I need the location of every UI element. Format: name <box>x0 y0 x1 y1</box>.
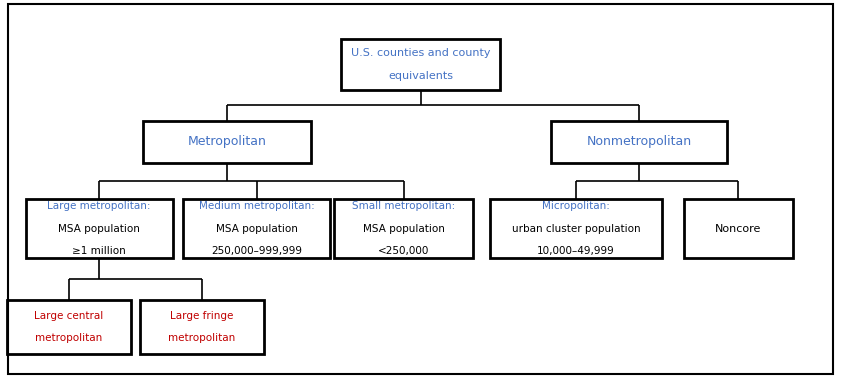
FancyBboxPatch shape <box>7 299 131 355</box>
FancyBboxPatch shape <box>551 121 727 163</box>
Text: 10,000–49,999: 10,000–49,999 <box>537 246 615 256</box>
Text: Micropolitan:: Micropolitan: <box>542 201 610 211</box>
FancyBboxPatch shape <box>684 200 793 258</box>
Text: Small metropolitan:: Small metropolitan: <box>352 201 455 211</box>
Text: Large fringe: Large fringe <box>170 311 234 321</box>
Text: Large metropolitan:: Large metropolitan: <box>47 201 151 211</box>
FancyBboxPatch shape <box>334 200 473 258</box>
FancyBboxPatch shape <box>341 39 500 90</box>
FancyBboxPatch shape <box>140 299 264 355</box>
Text: Large central: Large central <box>34 311 103 321</box>
Text: metropolitan: metropolitan <box>168 333 235 343</box>
FancyBboxPatch shape <box>182 200 330 258</box>
Text: ≥1 million: ≥1 million <box>72 246 126 256</box>
Text: Metropolitan: Metropolitan <box>188 135 267 148</box>
Text: MSA population: MSA population <box>58 224 140 234</box>
Text: U.S. counties and county: U.S. counties and county <box>351 48 490 58</box>
Text: metropolitan: metropolitan <box>35 333 103 343</box>
Text: 250,000–999,999: 250,000–999,999 <box>211 246 302 256</box>
Text: urban cluster population: urban cluster population <box>512 224 640 234</box>
FancyBboxPatch shape <box>489 200 663 258</box>
Text: <250,000: <250,000 <box>378 246 430 256</box>
FancyBboxPatch shape <box>25 200 172 258</box>
Text: Noncore: Noncore <box>715 224 762 234</box>
Text: MSA population: MSA population <box>215 224 298 234</box>
Text: Medium metropolitan:: Medium metropolitan: <box>198 201 315 211</box>
FancyBboxPatch shape <box>143 121 311 163</box>
Text: Nonmetropolitan: Nonmetropolitan <box>586 135 691 148</box>
Text: equivalents: equivalents <box>388 71 453 81</box>
Text: MSA population: MSA population <box>362 224 445 234</box>
